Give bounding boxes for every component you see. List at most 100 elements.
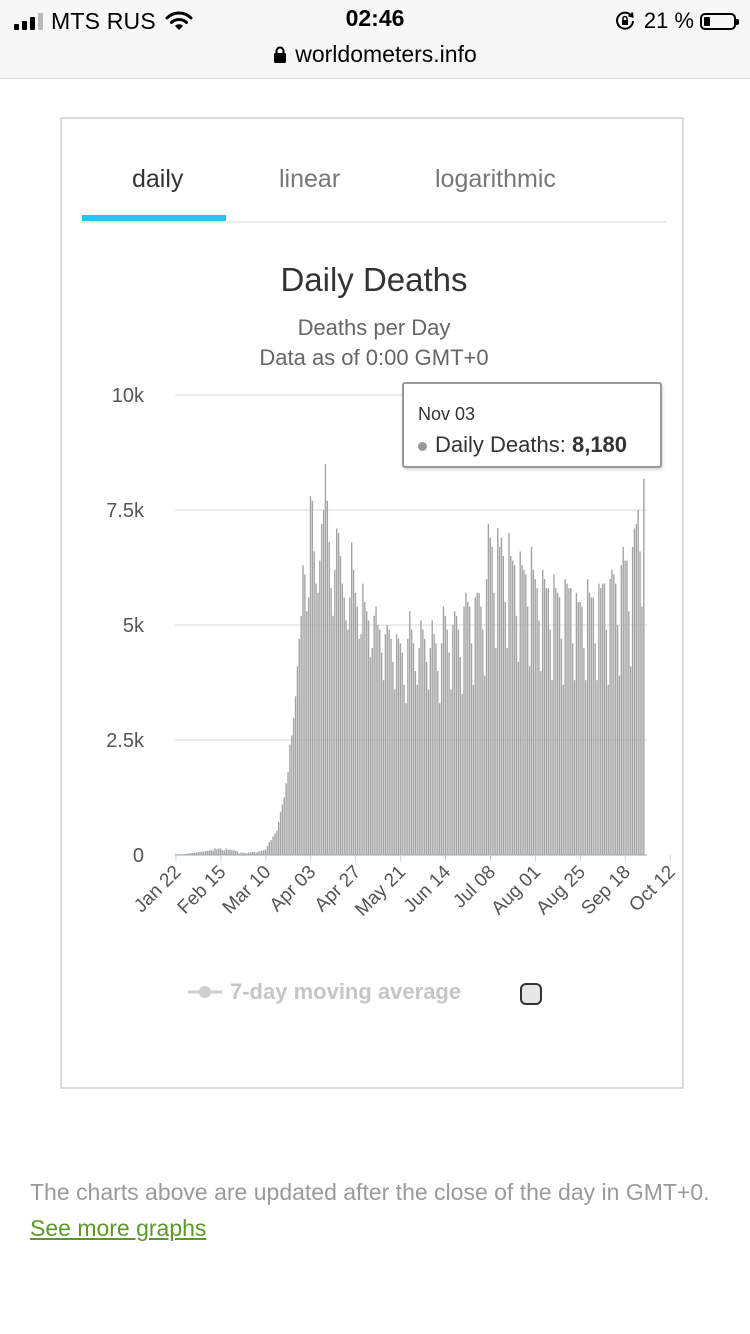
bar xyxy=(491,546,493,855)
bar xyxy=(416,684,418,855)
bar xyxy=(322,510,325,855)
bar xyxy=(214,848,216,855)
bar xyxy=(450,689,452,855)
bar xyxy=(566,583,568,855)
bar xyxy=(223,850,226,855)
bar xyxy=(309,496,312,855)
tab-linear[interactable]: linear xyxy=(279,165,341,193)
bar xyxy=(345,620,347,855)
bar xyxy=(598,583,600,855)
bar xyxy=(555,588,557,855)
bar xyxy=(609,579,611,855)
bar xyxy=(538,620,540,855)
tab-daily[interactable]: daily xyxy=(132,165,184,193)
bar xyxy=(534,579,536,855)
bar xyxy=(547,588,549,855)
bar xyxy=(351,542,353,855)
x-tick-label: Oct 12 xyxy=(625,862,679,916)
bar xyxy=(500,537,503,855)
see-more-graphs-link[interactable]: See more graphs xyxy=(30,1215,207,1241)
bar xyxy=(463,606,465,855)
y-tick-label: 5k xyxy=(123,615,145,637)
chart-tabs: daily linear logarithmic xyxy=(82,159,666,223)
bar xyxy=(422,629,424,855)
bar xyxy=(401,652,403,855)
y-axis-ticks: 0 2.5k 5k 7.5k 10k xyxy=(106,385,145,867)
legend-moving-average[interactable]: 7-day moving average xyxy=(188,977,461,1007)
bar xyxy=(454,611,456,855)
bar xyxy=(431,620,433,855)
battery-percentage: 21 % xyxy=(643,8,694,33)
bar xyxy=(414,671,417,855)
bar xyxy=(270,840,272,855)
x-tick-label: Aug 25 xyxy=(532,862,589,919)
bar xyxy=(197,852,199,855)
bar xyxy=(613,574,615,855)
url-bar[interactable]: worldometers.info xyxy=(0,38,750,70)
bar xyxy=(585,680,587,855)
bar xyxy=(515,615,518,855)
bar xyxy=(300,615,302,855)
tab-logarithmic[interactable]: logarithmic xyxy=(435,165,556,193)
bar xyxy=(540,671,542,855)
bar xyxy=(600,588,602,855)
bar xyxy=(465,592,467,855)
bar xyxy=(201,851,203,855)
bar xyxy=(517,661,520,855)
bar xyxy=(233,850,235,855)
bar xyxy=(227,849,229,855)
bar xyxy=(386,625,388,855)
bar xyxy=(579,602,581,855)
bar xyxy=(356,606,358,855)
bar xyxy=(553,574,555,855)
bars xyxy=(175,464,645,855)
bar xyxy=(317,592,319,855)
bar xyxy=(468,606,471,855)
bar xyxy=(321,523,323,855)
series-dot-icon xyxy=(418,441,427,451)
bar xyxy=(336,528,338,855)
moving-average-checkbox[interactable] xyxy=(520,983,542,1005)
bar xyxy=(487,523,490,855)
bar xyxy=(188,853,190,855)
bar xyxy=(362,583,364,855)
active-tab-indicator xyxy=(82,215,226,221)
bar xyxy=(429,648,432,855)
bar xyxy=(377,625,379,855)
bar xyxy=(240,852,242,855)
bar xyxy=(497,528,499,855)
bar xyxy=(641,606,643,855)
bar xyxy=(195,852,197,855)
bar xyxy=(307,597,310,855)
cellular-signal-icon xyxy=(14,12,43,30)
bar xyxy=(279,811,282,855)
bar xyxy=(287,772,289,855)
bar xyxy=(206,850,209,855)
bar xyxy=(483,675,486,855)
wifi-icon xyxy=(165,11,193,30)
bar xyxy=(616,625,619,855)
bar xyxy=(637,510,639,855)
bar xyxy=(437,671,439,855)
bar xyxy=(551,680,553,855)
bar xyxy=(635,523,638,855)
bar xyxy=(480,606,482,855)
bar xyxy=(281,804,284,855)
bar xyxy=(495,648,497,855)
bar xyxy=(319,560,321,855)
status-time: 02:46 xyxy=(345,5,405,31)
status-bar-left: MTS RUS xyxy=(14,7,193,35)
bar xyxy=(375,606,377,855)
browser-top-bar: MTS RUS 02:46 21 % worldometers.info xyxy=(0,0,750,79)
bar xyxy=(594,643,596,855)
bar xyxy=(409,611,411,855)
bar xyxy=(264,849,267,855)
bar xyxy=(528,666,531,855)
bar xyxy=(530,546,533,855)
bar xyxy=(628,611,630,855)
bar xyxy=(291,735,293,855)
bar xyxy=(180,854,182,855)
bar xyxy=(439,703,441,855)
